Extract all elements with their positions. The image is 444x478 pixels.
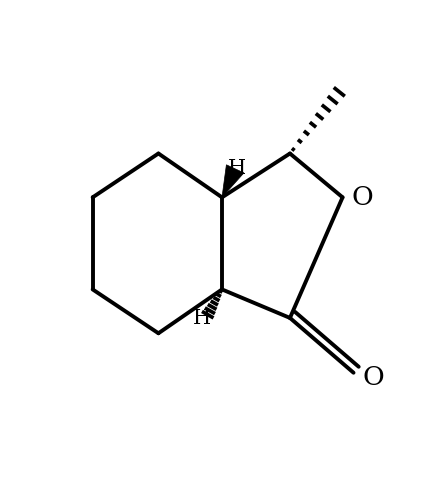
Text: H: H <box>228 159 246 178</box>
Text: O: O <box>352 185 373 210</box>
Text: O: O <box>362 366 384 391</box>
Polygon shape <box>222 165 244 197</box>
Text: H: H <box>193 309 211 328</box>
